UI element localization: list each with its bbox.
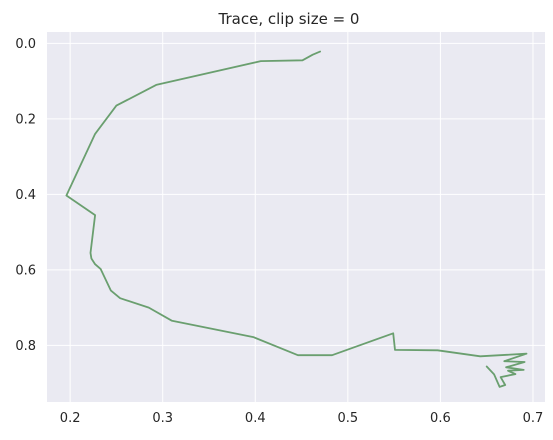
x-tick-label: 0.2 bbox=[60, 411, 81, 426]
x-grid-lines bbox=[69, 32, 534, 402]
y-tick-label: 0.2 bbox=[15, 112, 36, 127]
y-tick-label: 0.0 bbox=[15, 37, 36, 52]
y-tick-label: 0.4 bbox=[15, 188, 36, 203]
x-axis-ticks: 0.2 0.3 0.4 0.5 0.6 0.7 bbox=[60, 411, 544, 426]
y-axis-ticks: 0.0 0.2 0.4 0.6 0.8 bbox=[15, 37, 36, 354]
x-tick-label: 0.6 bbox=[430, 411, 451, 426]
chart-title: Trace, clip size = 0 bbox=[218, 10, 360, 28]
x-tick-label: 0.4 bbox=[245, 411, 266, 426]
x-tick-label: 0.3 bbox=[152, 411, 173, 426]
plot-area bbox=[47, 32, 545, 402]
y-tick-label: 0.6 bbox=[15, 263, 36, 278]
x-tick-label: 0.7 bbox=[523, 411, 544, 426]
y-grid-lines bbox=[47, 42, 545, 346]
y-tick-label: 0.8 bbox=[15, 339, 36, 354]
trace-series bbox=[65, 50, 528, 388]
x-tick-label: 0.5 bbox=[337, 411, 358, 426]
trace-line bbox=[65, 50, 528, 388]
